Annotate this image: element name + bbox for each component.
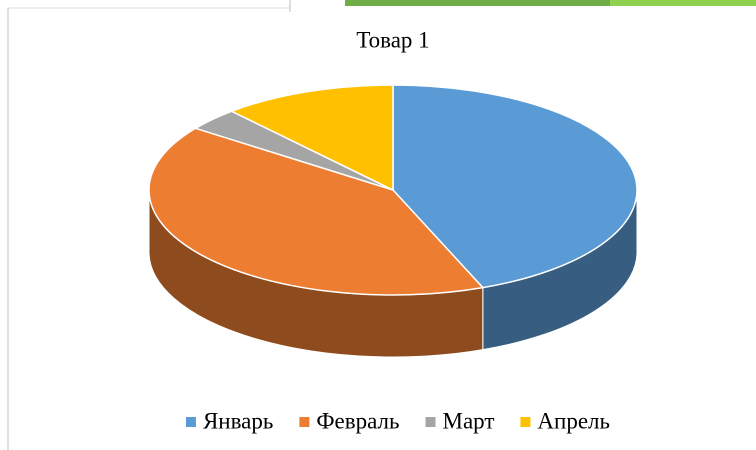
legend-swatch (425, 417, 436, 427)
legend: Январь Февраль Март Апрель (185, 408, 610, 433)
pie-slice (148, 127, 485, 296)
pie-tops (148, 84, 638, 296)
pie-slice (229, 84, 394, 192)
legend-label: Февраль (316, 408, 399, 433)
legend-swatch (299, 417, 310, 427)
legend-label: Март (443, 408, 495, 433)
accent-bar (345, 0, 756, 6)
legend-swatch (520, 417, 531, 427)
legend-swatch (185, 417, 196, 427)
chart-title: Товар 1 (356, 27, 429, 52)
legend-label: Апрель (537, 408, 610, 433)
legend-label: Январь (203, 408, 273, 433)
pie-slice (392, 84, 638, 289)
accent-bar-light (610, 0, 756, 6)
